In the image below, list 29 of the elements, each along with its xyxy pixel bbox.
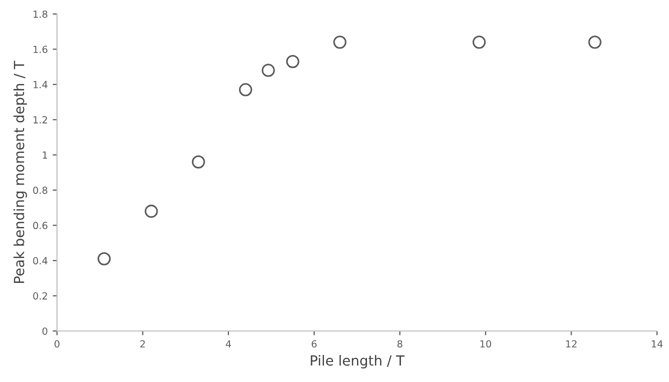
y-tick-label: 0.2 bbox=[33, 292, 47, 300]
y-tick-label: 0.4 bbox=[33, 257, 48, 264]
x-tick-label: 6 bbox=[312, 340, 317, 348]
x-tick-label: 0 bbox=[54, 340, 60, 348]
x-tick-label: 14 bbox=[652, 340, 663, 348]
x-tick-label: 4 bbox=[226, 340, 231, 348]
point bbox=[144, 204, 158, 218]
x-axis-title: Pile length / T bbox=[310, 354, 405, 368]
y-tick-label: 1.6 bbox=[34, 46, 48, 54]
point bbox=[98, 252, 111, 266]
y-tick-label: 0 bbox=[42, 327, 48, 335]
y-tick-label: 1.4 bbox=[34, 81, 48, 88]
point bbox=[286, 54, 300, 68]
x-tick-label: 12 bbox=[566, 340, 576, 348]
y-axis-title: Peak bending moment depth / T bbox=[14, 60, 27, 283]
point bbox=[192, 155, 206, 169]
point bbox=[262, 64, 275, 77]
point bbox=[333, 36, 346, 49]
y-tick-label: 1 bbox=[42, 151, 48, 159]
x-tick-label: 10 bbox=[480, 340, 492, 348]
y-tick-label: 0.6 bbox=[33, 222, 48, 230]
point bbox=[588, 36, 602, 49]
point bbox=[472, 36, 486, 49]
y-tick-label: 1.8 bbox=[34, 10, 48, 18]
x-tick-label: 2 bbox=[140, 340, 145, 348]
point bbox=[238, 83, 252, 96]
y-tick-label: 0.8 bbox=[33, 186, 48, 194]
x-tick-label: 8 bbox=[397, 340, 402, 348]
y-tick-label: 1.2 bbox=[34, 116, 47, 124]
